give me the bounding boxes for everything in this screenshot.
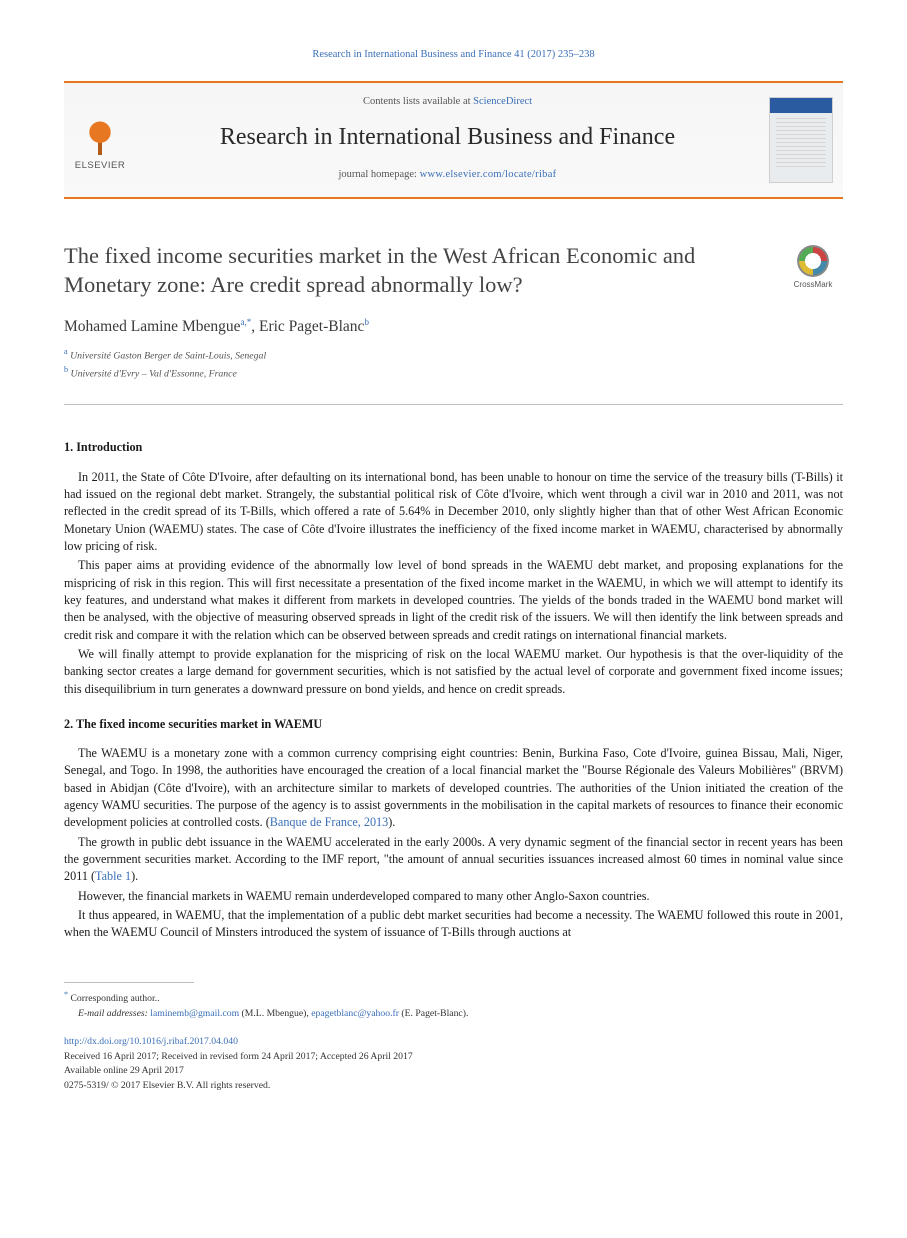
publisher-logo-block: ELSEVIER <box>64 83 136 197</box>
journal-banner: ELSEVIER Contents lists available at Sci… <box>64 81 843 199</box>
doi-block: http://dx.doi.org/10.1016/j.ribaf.2017.0… <box>64 1035 843 1093</box>
affil-text: Université Gaston Berger de Saint-Louis,… <box>70 351 266 362</box>
author-email-1[interactable]: laminemb@gmail.com <box>150 1008 239 1019</box>
contents-prefix: Contents lists available at <box>363 96 473 107</box>
affiliations: a Université Gaston Berger de Saint-Loui… <box>64 346 843 382</box>
article-title: The fixed income securities market in th… <box>64 241 765 300</box>
journal-name: Research in International Business and F… <box>144 120 751 154</box>
crossmark-icon <box>797 245 829 277</box>
footnote-divider <box>64 982 194 983</box>
author-email-2[interactable]: epagetblanc@yahoo.fr <box>311 1008 399 1019</box>
journal-cover-thumb <box>769 97 833 183</box>
homepage-prefix: journal homepage: <box>339 169 420 180</box>
body-paragraph: The growth in public debt issuance in th… <box>64 834 843 886</box>
footnotes: * Corresponding author.. E-mail addresse… <box>64 989 843 1021</box>
body-paragraph: However, the financial markets in WAEMU … <box>64 888 843 905</box>
para-text: ). <box>388 815 395 829</box>
authors-line: Mohamed Lamine Mbenguea,*, Eric Paget-Bl… <box>64 316 843 338</box>
author-name-2: (E. Paget-Blanc). <box>401 1008 468 1019</box>
email-addresses-line: E-mail addresses: laminemb@gmail.com (M.… <box>64 1007 843 1022</box>
body-paragraph: It thus appeared, in WAEMU, that the imp… <box>64 907 843 942</box>
article-history: Received 16 April 2017; Received in revi… <box>64 1050 843 1065</box>
footnote-text: Corresponding author.. <box>70 993 159 1004</box>
body-paragraph: This paper aims at providing evidence of… <box>64 557 843 644</box>
affil-mark: a <box>64 347 68 356</box>
affil-text: Université d'Evry – Val d'Essonne, Franc… <box>71 369 237 380</box>
emails-label: E-mail addresses: <box>78 1008 148 1019</box>
elsevier-tree-icon <box>76 107 124 155</box>
homepage-line: journal homepage: www.elsevier.com/locat… <box>144 168 751 183</box>
copyright-line: 0275-5319/ © 2017 Elsevier B.V. All righ… <box>64 1079 843 1094</box>
available-online: Available online 29 April 2017 <box>64 1064 843 1079</box>
crossmark-badge[interactable]: CrossMark <box>783 245 843 290</box>
para-text: The growth in public debt issuance in th… <box>64 835 843 884</box>
section-1-heading: 1. Introduction <box>64 439 843 456</box>
affiliation-b: b Université d'Evry – Val d'Essonne, Fra… <box>64 364 843 382</box>
table-1-link[interactable]: Table 1 <box>95 869 131 883</box>
section-2-heading: 2. The fixed income securities market in… <box>64 716 843 733</box>
banner-right <box>759 83 843 197</box>
elsevier-label: ELSEVIER <box>75 159 125 172</box>
citation-link-banque[interactable]: Banque de France, 2013 <box>270 815 388 829</box>
contents-lists-line: Contents lists available at ScienceDirec… <box>144 95 751 110</box>
sciencedirect-link[interactable]: ScienceDirect <box>473 96 532 107</box>
body-paragraph: The WAEMU is a monetary zone with a comm… <box>64 745 843 832</box>
body-paragraph: In 2011, the State of Côte D'Ivoire, aft… <box>64 469 843 556</box>
citation-line: Research in International Business and F… <box>64 48 843 63</box>
author-name-1: (M.L. Mbengue), <box>242 1008 309 1019</box>
doi-link[interactable]: http://dx.doi.org/10.1016/j.ribaf.2017.0… <box>64 1036 238 1047</box>
para-text: ). <box>131 869 138 883</box>
corresponding-author-note: * Corresponding author.. <box>64 989 843 1007</box>
para-text: The WAEMU is a monetary zone with a comm… <box>64 746 843 829</box>
banner-center: Contents lists available at ScienceDirec… <box>136 83 759 197</box>
body-paragraph: We will finally attempt to provide expla… <box>64 646 843 698</box>
crossmark-label: CrossMark <box>783 279 843 290</box>
title-block: The fixed income securities market in th… <box>64 241 843 300</box>
affil-mark: b <box>64 365 68 374</box>
homepage-link[interactable]: www.elsevier.com/locate/ribaf <box>420 169 557 180</box>
divider <box>64 404 843 405</box>
affiliation-a: a Université Gaston Berger de Saint-Loui… <box>64 346 843 364</box>
